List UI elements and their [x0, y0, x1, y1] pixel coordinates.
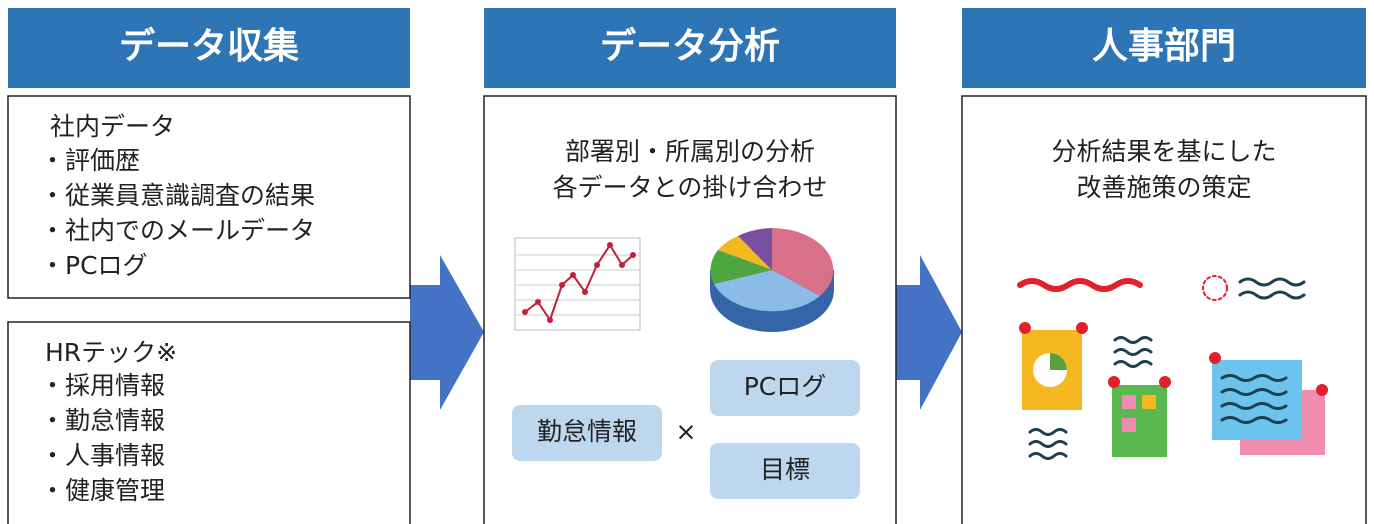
planning-illustration	[1017, 275, 1328, 460]
header-title: データ収集	[119, 25, 299, 67]
list-item: ・人事情報	[40, 441, 165, 470]
arrow	[410, 255, 484, 410]
list-item: ・採用情報	[40, 371, 165, 400]
box-heading: HRテック※	[45, 338, 177, 367]
line-chart-illustration	[514, 237, 641, 331]
description: 改善施策の策定	[1076, 173, 1251, 202]
pie-chart-illustration	[710, 228, 834, 332]
header-box	[8, 8, 410, 88]
box-heading: 社内データ	[50, 112, 175, 141]
tag	[512, 405, 662, 461]
description: 分析結果を基にした	[1051, 137, 1276, 166]
list-item: ・社内でのメールデータ	[40, 216, 315, 245]
tag	[710, 360, 860, 416]
tag	[710, 443, 860, 499]
arrow	[896, 255, 962, 410]
header-box	[962, 8, 1366, 88]
operator: ×	[676, 417, 697, 446]
list-item: ・従業員意識調査の結果	[40, 181, 315, 210]
list-item: ・PCログ	[40, 251, 148, 280]
list-item: ・健康管理	[40, 476, 165, 505]
tag-label: 目標	[760, 455, 810, 484]
description: 部署別・所属別の分析	[565, 137, 815, 166]
tag-label: 勤怠情報	[537, 417, 637, 446]
content-box	[7, 321, 411, 524]
header-title: データ分析	[600, 25, 780, 67]
content-box	[7, 95, 411, 299]
tag-label: PCログ	[744, 372, 827, 401]
description: 各データとの掛け合わせ	[553, 173, 828, 202]
header-title: 人事部門	[1092, 26, 1236, 67]
header-box	[484, 8, 896, 88]
list-item: ・評価歴	[40, 146, 140, 175]
list-item: ・勤怠情報	[40, 406, 165, 435]
